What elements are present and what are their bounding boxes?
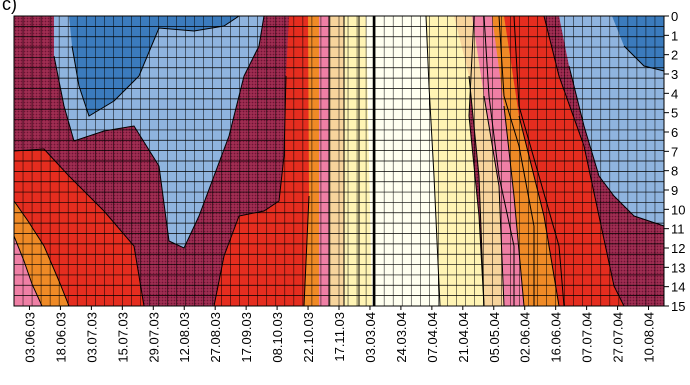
y-tick-label: 10 <box>671 202 685 217</box>
panel-label: c) <box>2 0 17 14</box>
x-axis: 03.06.03 18.06.03 03.07.03 15.07.03 29.07.03… <box>22 306 657 363</box>
band-red-right-contour <box>504 15 625 307</box>
x-tick-label: 17.11.03 <box>332 312 347 362</box>
y-tick-label: 1 <box>671 28 678 43</box>
y-tick-label: 13 <box>671 260 685 275</box>
y-tick-label: 4 <box>671 86 678 101</box>
x-tick-label: 24.03.04 <box>394 312 409 363</box>
x-tick-label: 27.07.04 <box>611 312 626 363</box>
band-orange-right-contour <box>492 15 565 307</box>
x-tick-label: 16.06.04 <box>549 312 564 363</box>
x-tick-label: 07.07.04 <box>580 312 595 363</box>
x-tick-label: 22.10.03 <box>301 312 316 363</box>
x-tick-label: 03.06.03 <box>22 312 37 363</box>
x-tick-label: 03.07.03 <box>84 312 99 363</box>
x-tick-label: 02.06.04 <box>518 312 533 363</box>
x-tick-label: 27.08.03 <box>208 312 223 363</box>
x-tick-label: 10.08.04 <box>642 312 657 363</box>
y-tick-label: 11 <box>671 222 685 237</box>
x-tick-label: 15.07.03 <box>115 312 130 363</box>
y-tick-label: 14 <box>671 280 685 295</box>
y-tick-label: 15 <box>671 299 685 314</box>
band-pink-right-contour <box>472 15 535 307</box>
x-tick-label: 17.09.03 <box>239 312 254 363</box>
grid-lines <box>14 16 664 306</box>
x-tick-label: 08.10.03 <box>270 312 285 363</box>
y-tick-label: 9 <box>671 183 678 198</box>
x-tick-label: 03.03.04 <box>363 312 378 363</box>
y-tick-label: 5 <box>671 106 678 121</box>
y-tick-label: 3 <box>671 67 678 82</box>
x-tick-label: 05.05.04 <box>487 312 502 363</box>
band-darkblue-left-contour <box>69 15 241 117</box>
x-tick-label: 07.04.04 <box>425 312 440 363</box>
x-tick-label: 29.07.03 <box>146 312 161 363</box>
x-tick-label: 21.04.04 <box>456 312 471 363</box>
x-tick-label: 18.06.03 <box>53 312 68 363</box>
band-darkblue-left <box>69 16 239 116</box>
y-tick-label: 8 <box>671 164 678 179</box>
y-tick-label: 12 <box>671 241 685 256</box>
band-tan-right-contour <box>454 15 515 307</box>
y-tick-label: 7 <box>671 144 678 159</box>
x-tick-label: 12.08.03 <box>177 312 192 363</box>
band-lightblue-right <box>559 16 664 226</box>
y-tick-label: 6 <box>671 125 678 140</box>
band-lightblue-left-contour <box>53 15 265 249</box>
y-tick-label: 2 <box>671 48 678 63</box>
y-tick-label: 0 <box>671 9 678 24</box>
